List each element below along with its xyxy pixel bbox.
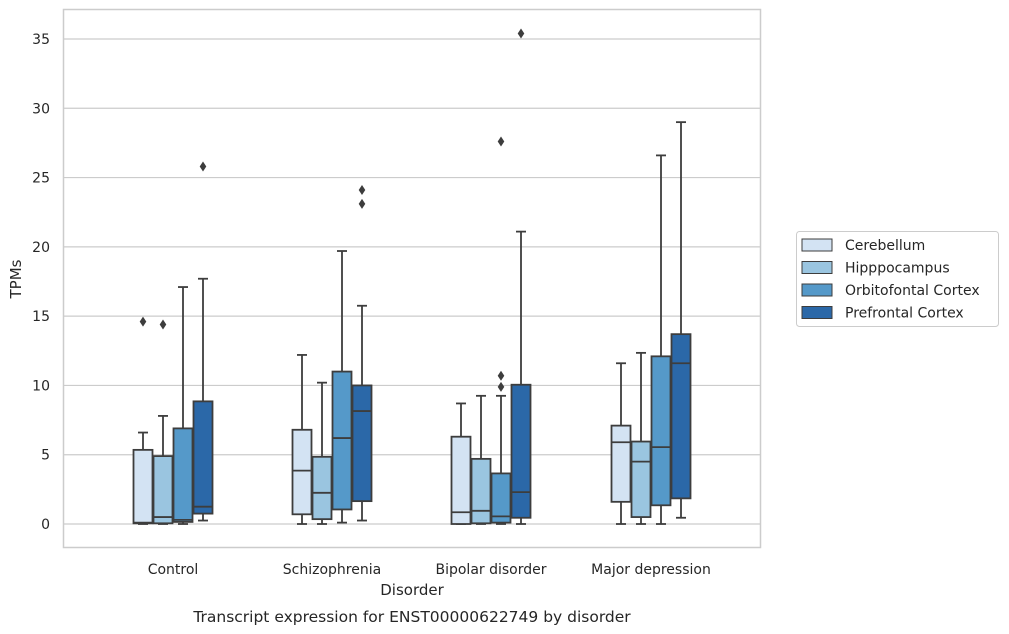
x-axis-ticks: Control Schizophrenia Bipolar disorder Majo… [148,562,711,578]
box-2-0 [450,402,472,525]
y-tick-label-10: 10 [32,378,50,394]
y-tick-label-30: 30 [32,101,50,117]
box-2-1 [470,394,492,525]
box-3-0 [610,362,632,525]
box-2-2 [490,136,512,525]
box-iqr [132,448,154,525]
y-tick-label-0: 0 [41,517,50,533]
legend-items: Cerebellum Hipppocampus Orbitofontal Corte… [801,238,980,322]
legend-swatch-1 [801,261,833,274]
legend-swatch-2 [801,283,833,297]
outlier-point-0 [139,316,147,327]
box-3-3 [670,121,692,519]
plot-area-boxes [132,28,692,525]
x-tick-label-0: Control [148,562,199,578]
legend-label-1: Hipppocampus [845,261,950,277]
y-tick-label-35: 35 [32,32,50,48]
box-iqr [610,424,632,503]
box-0-1 [152,319,174,525]
chart-caption: Transcript expression for ENST0000062274… [192,608,631,626]
outlier-point-0 [517,28,525,39]
legend-frame [796,231,999,327]
outlier-point-0 [159,319,167,330]
x-tick-label-3: Major depression [591,562,711,578]
box-1-1 [311,381,333,525]
box-iqr [490,472,512,524]
box-0-3 [192,161,214,522]
box-0-0 [132,316,154,525]
box-iqr [630,440,652,518]
legend-swatch-0 [801,238,833,252]
legend-label-0: Cerebellum [845,238,925,254]
box-3-2 [650,154,672,525]
outlier-point-0 [358,198,366,209]
box-2-3 [510,28,532,525]
outlier-point-0 [497,381,505,392]
box-iqr [450,435,472,525]
y-axis-ticks: 0 5 10 15 20 25 30 35 [32,32,50,533]
box-1-2 [331,250,353,524]
y-tick-label-25: 25 [32,171,50,187]
box-iqr [172,427,194,523]
y-axis-label: TPMs [7,259,25,299]
box-iqr [670,333,692,500]
y-tick-label-15: 15 [32,309,50,325]
box-iqr [311,455,333,521]
box-iqr [291,428,313,516]
box-iqr [650,355,672,507]
outlier-point-0 [199,161,207,172]
x-tick-label-2: Bipolar disorder [435,562,546,578]
box-0-2 [172,286,194,525]
box-iqr [192,400,214,515]
x-tick-label-1: Schizophrenia [283,562,381,578]
x-axis-label: Disorder [380,581,444,599]
plot-frame [62,8,762,549]
box-iqr [510,383,532,519]
box-iqr [470,457,492,525]
legend-label-2: Orbitofontal Cortex [845,283,980,299]
box-1-0 [291,354,313,525]
box-iqr [331,370,353,511]
outlier-point-1 [358,185,366,196]
box-iqr [152,455,174,525]
outlier-point-2 [497,136,505,147]
legend: Cerebellum Hipppocampus Orbitofontal Corte… [796,231,999,327]
y-tick-label-20: 20 [32,240,50,256]
box-3-1 [630,351,652,525]
box-1-3 [351,185,373,522]
legend-swatch-3 [801,306,833,319]
box-iqr [351,384,373,503]
outlier-point-1 [497,370,505,381]
y-tick-label-5: 5 [41,448,50,464]
legend-label-3: Prefrontal Cortex [845,306,964,322]
